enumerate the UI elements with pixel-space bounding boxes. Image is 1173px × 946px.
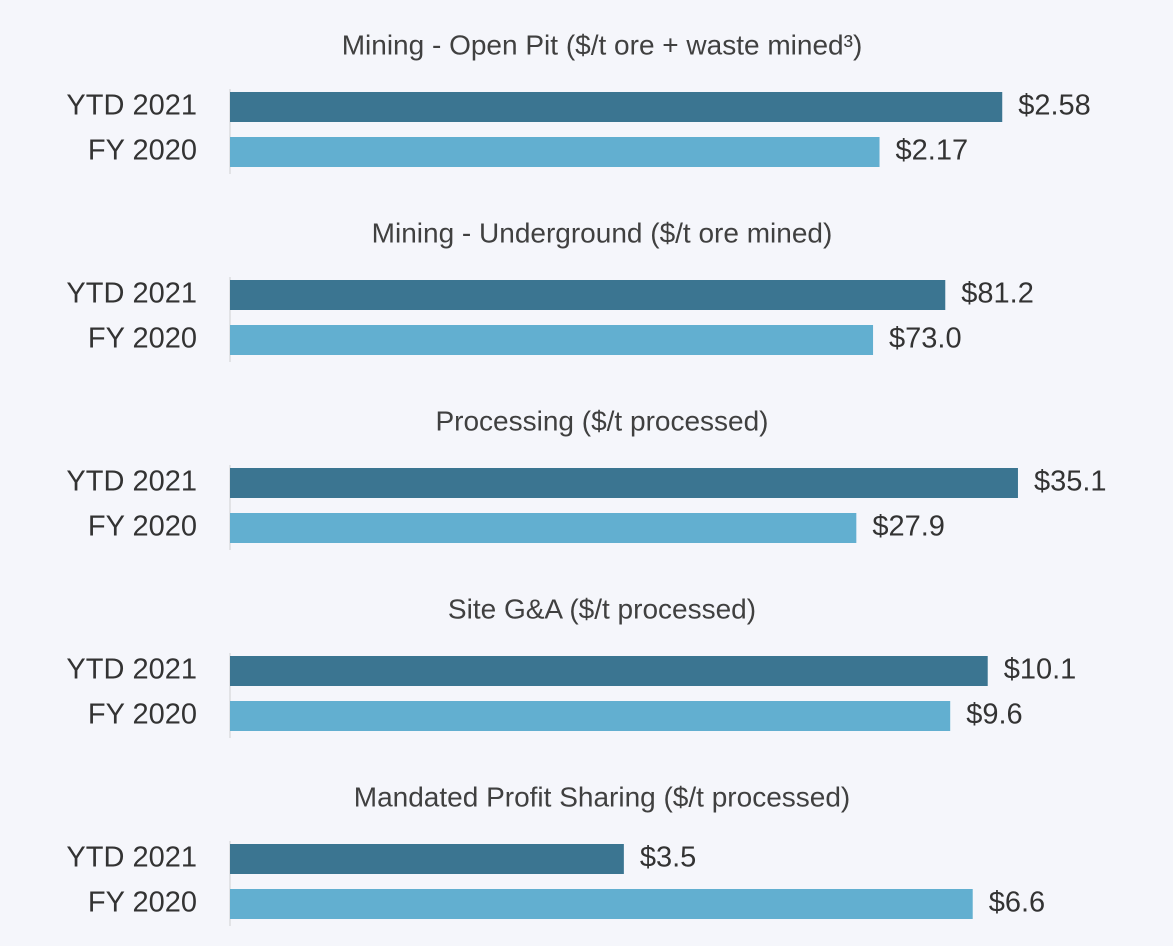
chart-title: Processing ($/t processed)	[435, 405, 768, 436]
bar	[230, 701, 951, 731]
value-label: $73.0	[889, 323, 962, 355]
value-label: $27.9	[872, 511, 945, 543]
value-label: $2.17	[896, 135, 969, 167]
bar	[230, 92, 1003, 122]
chart-title: Mining - Open Pit ($/t ore + waste mined…	[342, 29, 863, 60]
category-label: YTD 2021	[66, 278, 197, 310]
bar	[230, 656, 988, 686]
bar	[230, 325, 874, 355]
value-label: $9.6	[966, 699, 1022, 731]
category-label: FY 2020	[88, 511, 197, 543]
category-label: YTD 2021	[66, 842, 197, 874]
category-label: YTD 2021	[66, 654, 197, 686]
category-label: YTD 2021	[66, 466, 197, 498]
category-label: YTD 2021	[66, 90, 197, 122]
bar	[230, 513, 857, 543]
bar	[230, 889, 973, 919]
category-label: FY 2020	[88, 887, 197, 919]
category-label: FY 2020	[88, 699, 197, 731]
value-label: $2.58	[1018, 90, 1091, 122]
bar	[230, 468, 1018, 498]
value-label: $10.1	[1004, 654, 1077, 686]
value-label: $3.5	[640, 842, 696, 874]
bar	[230, 137, 880, 167]
value-label: $81.2	[961, 278, 1034, 310]
chart-title: Mandated Profit Sharing ($/t processed)	[354, 781, 850, 812]
category-label: FY 2020	[88, 135, 197, 167]
chart-title: Site G&A ($/t processed)	[448, 593, 756, 624]
bar	[230, 844, 624, 874]
chart-title: Mining - Underground ($/t ore mined)	[372, 217, 833, 248]
value-label: $35.1	[1034, 466, 1107, 498]
category-label: FY 2020	[88, 323, 197, 355]
value-label: $6.6	[989, 887, 1045, 919]
bar	[230, 280, 946, 310]
